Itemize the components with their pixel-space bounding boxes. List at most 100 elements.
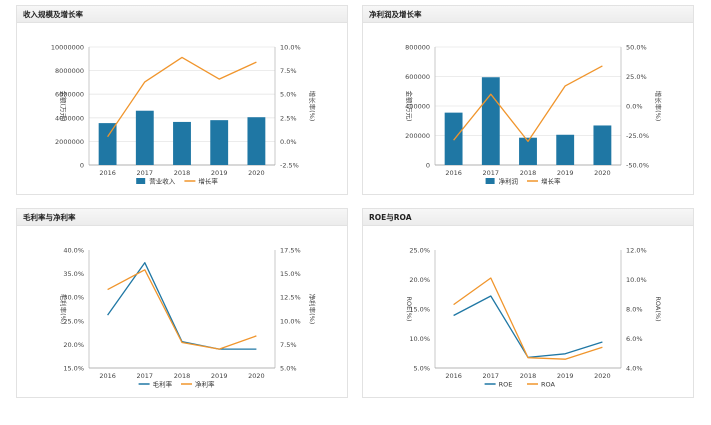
y-tick-label: 5.0% <box>413 365 430 373</box>
legend-label: 增长率 <box>541 177 561 186</box>
y2-tick-label: 12.5% <box>280 294 301 302</box>
y2-tick-label: 10.0% <box>280 317 301 325</box>
y-tick-label: 25.0% <box>409 247 430 255</box>
y-tick-label: 200000 <box>405 132 430 140</box>
y2-axis-label: 增长率(%) <box>308 91 317 122</box>
chart-roe-roa: 25.0% 20.0% 15.0% 10.0% 5.0% 12.0% 10.0% 8.0% 6.… <box>405 247 662 389</box>
y-tick-label: 35.0% <box>63 270 84 278</box>
y2-tick-label: -50.0% <box>626 162 649 170</box>
bar <box>210 120 229 165</box>
y2-tick-label: 10.0% <box>280 44 301 52</box>
x-tick-label: 2020 <box>248 169 265 177</box>
legend-swatch <box>136 178 146 184</box>
bar <box>556 134 575 165</box>
legend-label: ROA <box>541 381 556 389</box>
chart-net-profit-growth: 800000 600000 400000 200000 0 50.0% 25.0% 0.0% -… <box>405 44 663 186</box>
x-tick-label: 2017 <box>483 169 500 177</box>
bar <box>98 123 117 165</box>
y-tick-label: 8000000 <box>55 67 84 75</box>
y-tick-label: 400000 <box>405 103 430 111</box>
legend-swatch <box>485 178 495 184</box>
series-line <box>107 262 257 350</box>
y2-tick-label: 15.0% <box>280 270 301 278</box>
y2-tick-label: 25.0% <box>626 73 647 81</box>
bar <box>481 77 500 165</box>
y2-axis-label: 增长率(%) <box>654 91 663 122</box>
y-tick-label: 25.0% <box>63 317 84 325</box>
panel-header <box>17 209 347 226</box>
y2-tick-label: 5.0% <box>280 365 297 373</box>
y-axis-label: ROE(%) <box>405 297 413 322</box>
panel-margins: 毛利率与净利率 40.0% 35.0% 30.0% 25.0% 20.0% 15.0% 17… <box>16 208 348 398</box>
y2-tick-label: 7.5% <box>280 341 297 349</box>
x-tick-label: 2016 <box>445 169 462 177</box>
y-tick-label: 0 <box>426 162 430 170</box>
y2-tick-label: 5.0% <box>280 91 297 99</box>
y2-tick-label: 6.0% <box>626 335 643 343</box>
series-line <box>453 65 603 143</box>
chart-title: ROE与ROA <box>369 213 412 222</box>
x-tick-label: 2016 <box>99 169 116 177</box>
y-tick-label: 2000000 <box>55 138 84 146</box>
y-tick-label: 600000 <box>405 73 430 81</box>
y-tick-label: 30.0% <box>63 294 84 302</box>
x-tick-label: 2018 <box>174 169 191 177</box>
panel-header <box>363 209 693 226</box>
x-tick-label: 2017 <box>483 372 500 380</box>
y2-tick-label: 4.0% <box>626 365 643 373</box>
legend-label: 营业收入 <box>149 177 176 186</box>
bar <box>444 112 463 165</box>
y-tick-label: 10.0% <box>409 335 430 343</box>
y2-tick-label: 0.0% <box>626 103 643 111</box>
y-tick-label: 6000000 <box>55 91 84 99</box>
x-tick-label: 2018 <box>520 372 537 380</box>
legend-label: 净利润 <box>499 177 518 186</box>
y2-tick-label: 17.5% <box>280 247 301 255</box>
y2-tick-label: 0.0% <box>280 138 297 146</box>
bar <box>135 110 154 165</box>
y-tick-label: 0 <box>80 162 84 170</box>
y-tick-label: 15.0% <box>409 306 430 314</box>
y2-tick-label: 2.5% <box>280 114 297 122</box>
y-axis-label: 毛利率(%) <box>59 294 68 325</box>
y2-axis-label: ROA(%) <box>654 296 662 321</box>
legend-label: 增长率 <box>198 177 218 186</box>
y-axis-label: 金额(万元) <box>59 90 68 121</box>
x-tick-label: 2018 <box>520 169 537 177</box>
y2-tick-label: 10.0% <box>626 276 647 284</box>
x-tick-label: 2019 <box>557 372 574 380</box>
chart-title: 毛利率与净利率 <box>23 213 76 222</box>
series-line <box>107 56 257 138</box>
y-tick-label: 20.0% <box>63 341 84 349</box>
y-tick-label: 40.0% <box>63 247 84 255</box>
y2-tick-label: 12.0% <box>626 247 647 255</box>
series-line <box>453 295 603 359</box>
x-tick-label: 2016 <box>445 372 462 380</box>
x-tick-label: 2019 <box>211 372 228 380</box>
x-tick-label: 2020 <box>248 372 265 380</box>
x-tick-label: 2017 <box>137 169 154 177</box>
bar <box>519 137 537 165</box>
panel-header <box>363 6 693 23</box>
y-tick-label: 10000000 <box>51 44 84 52</box>
y2-tick-label: 8.0% <box>626 306 643 314</box>
x-tick-label: 2020 <box>594 372 611 380</box>
y-tick-label: 15.0% <box>63 365 84 373</box>
bar <box>173 121 191 165</box>
y2-tick-label: -25.0% <box>626 132 649 140</box>
x-tick-label: 2017 <box>137 372 154 380</box>
legend-label: 毛利率 <box>153 380 173 389</box>
bar <box>593 125 612 165</box>
y2-tick-label: -2.5% <box>280 162 299 170</box>
panel-revenue: 收入规模及增长率 10000000 8000000 6000000 4000000 20… <box>16 5 348 195</box>
x-tick-label: 2018 <box>174 372 191 380</box>
x-tick-label: 2019 <box>557 169 574 177</box>
x-tick-label: 2020 <box>594 169 611 177</box>
y-tick-label: 20.0% <box>409 276 430 284</box>
panel-net-profit: 净利润及增长率 800000 600000 400000 200000 0 50.0% 25… <box>362 5 694 195</box>
panel-roe-roa: ROE与ROA 25.0% 20.0% 15.0% 10.0% 5.0% 12.0% 10.… <box>362 208 694 398</box>
y-tick-label: 800000 <box>405 44 430 52</box>
y-tick-label: 4000000 <box>55 114 84 122</box>
chart-title: 净利润及增长率 <box>369 10 422 19</box>
bar <box>247 117 266 165</box>
